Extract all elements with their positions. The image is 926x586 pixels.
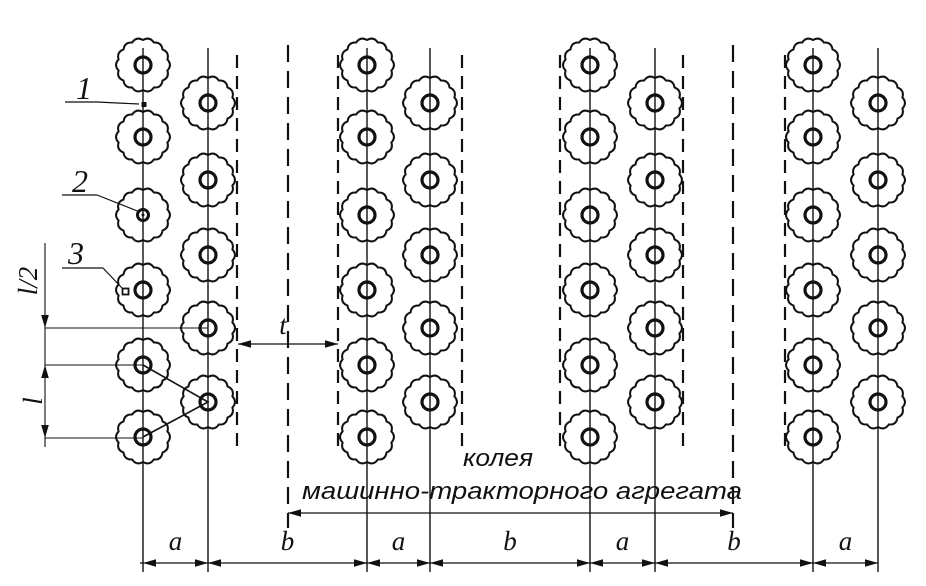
dim-arrowhead [800,559,813,567]
bottom-dim-label: b [503,526,517,556]
bottom-dim-label: a [839,526,853,556]
dim-arrowhead [325,340,338,348]
dim-arrowhead [143,559,156,567]
callout-1-label: 1 [76,70,92,106]
stagger-triangle [142,364,210,438]
dim-arrowhead [354,559,367,567]
boundary-lines-layer [235,45,787,528]
dim-arrowhead [417,559,430,567]
dim-l-label: l [18,397,48,405]
track-label-line2: машинно-тракторного агрегата [302,478,742,505]
callout-leader [102,267,123,289]
bottom-dim-label: b [727,526,741,556]
dim-arrowhead [41,315,49,328]
dimension-graphics-layer [41,101,878,567]
dim-arrowhead [865,559,878,567]
dim-arrowhead [208,559,221,567]
seed-marker [141,102,147,107]
dim-l2-label: l/2 [13,267,43,296]
track-label-line1: колея [463,445,533,472]
bottom-dim-label: a [169,526,183,556]
bottom-dim-label: a [616,526,630,556]
callout-leader [96,194,141,213]
dim-arrowhead [577,559,590,567]
dim-arrowhead [288,509,301,517]
dim-arrowhead [642,559,655,567]
seed-square-marker [121,287,130,296]
dim-arrowhead [41,365,49,378]
dim-arrowhead [813,559,826,567]
dim-arrowhead [41,425,49,438]
callout-3-label: 3 [67,235,84,271]
callout-2-label: 2 [72,163,88,199]
dim-arrowhead [655,559,668,567]
bottom-dim-label: b [281,526,295,556]
plants-layer [115,37,906,465]
dim-arrowhead [720,509,733,517]
callout-leader [96,101,140,105]
bottom-dim-label: a [392,526,406,556]
dim-arrowhead [195,559,208,567]
dim-arrowhead [430,559,443,567]
dim-arrowhead [238,340,251,348]
row-lines-layer [142,48,879,572]
dim-arrowhead [367,559,380,567]
dim-t-label: t [279,310,288,340]
dim-arrowhead [590,559,603,567]
